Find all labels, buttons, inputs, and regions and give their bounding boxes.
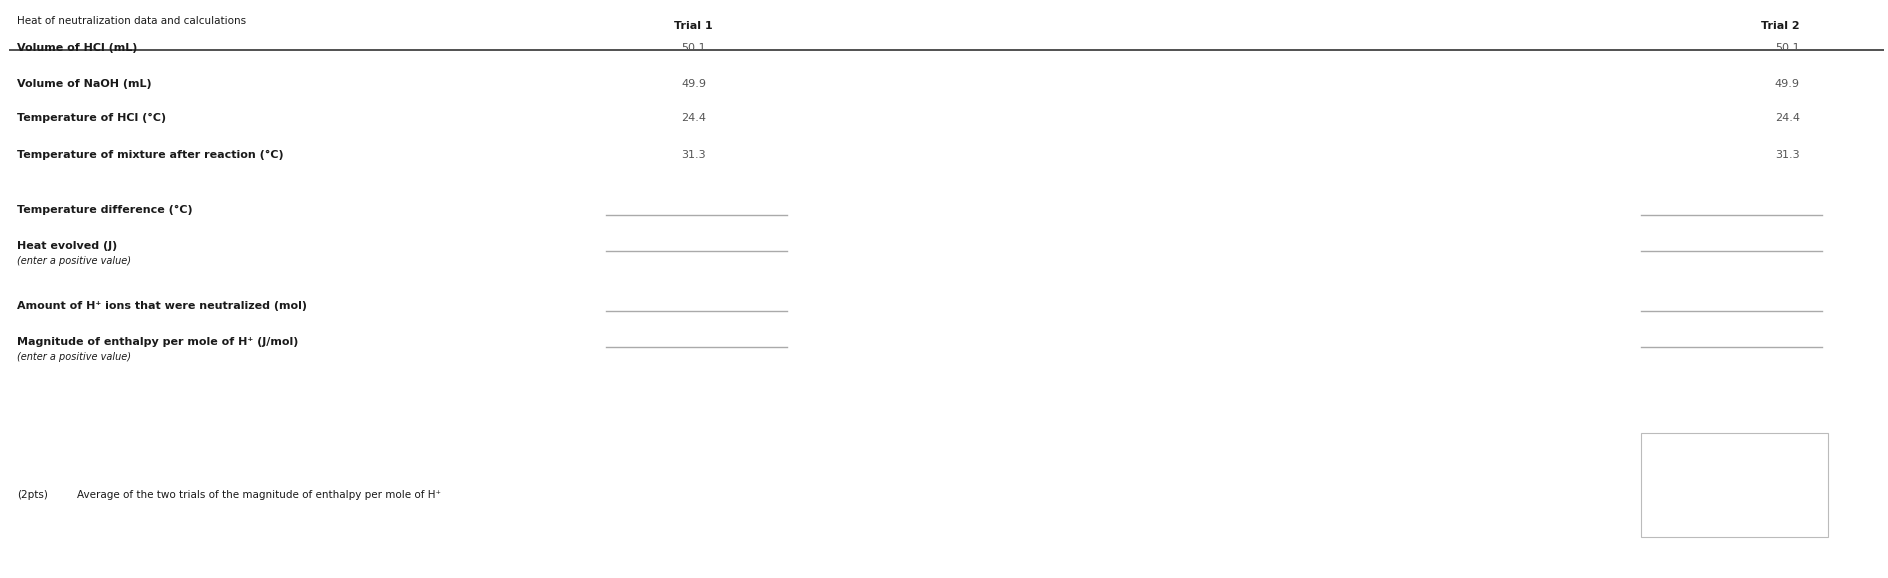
Text: Trial 2: Trial 2 [1762, 21, 1799, 31]
Text: 49.9: 49.9 [1775, 79, 1799, 88]
Text: Temperature of HCl (°C): Temperature of HCl (°C) [17, 113, 166, 124]
Text: Heat evolved (J): Heat evolved (J) [17, 242, 117, 251]
Text: (enter a positive value): (enter a positive value) [17, 257, 130, 266]
Text: 50.1: 50.1 [1775, 43, 1799, 53]
Text: Amount of H⁺ ions that were neutralized (mol): Amount of H⁺ ions that were neutralized … [17, 301, 308, 311]
Text: 31.3: 31.3 [1775, 150, 1799, 160]
Bar [1641, 433, 1828, 538]
Text: 50.1: 50.1 [682, 43, 706, 53]
Text: 31.3: 31.3 [682, 150, 706, 160]
Text: Temperature of mixture after reaction (°C): Temperature of mixture after reaction (°… [17, 150, 283, 160]
Text: Volume of HCl (mL): Volume of HCl (mL) [17, 43, 138, 53]
Text: (enter a positive value): (enter a positive value) [17, 351, 130, 362]
Text: 49.9: 49.9 [682, 79, 706, 88]
Text: Trial 1: Trial 1 [674, 21, 714, 31]
Text: Heat of neutralization data and calculations: Heat of neutralization data and calculat… [17, 16, 245, 25]
Text: 24.4: 24.4 [1775, 113, 1799, 123]
Text: 24.4: 24.4 [682, 113, 706, 123]
Text: (2pts): (2pts) [17, 490, 47, 500]
Text: Temperature difference (°C): Temperature difference (°C) [17, 205, 193, 215]
Text: Average of the two trials of the magnitude of enthalpy per mole of H⁺: Average of the two trials of the magnitu… [77, 490, 442, 500]
Text: Magnitude of enthalpy per mole of H⁺ (J/mol): Magnitude of enthalpy per mole of H⁺ (J/… [17, 337, 298, 347]
Text: Volume of NaOH (mL): Volume of NaOH (mL) [17, 79, 151, 88]
